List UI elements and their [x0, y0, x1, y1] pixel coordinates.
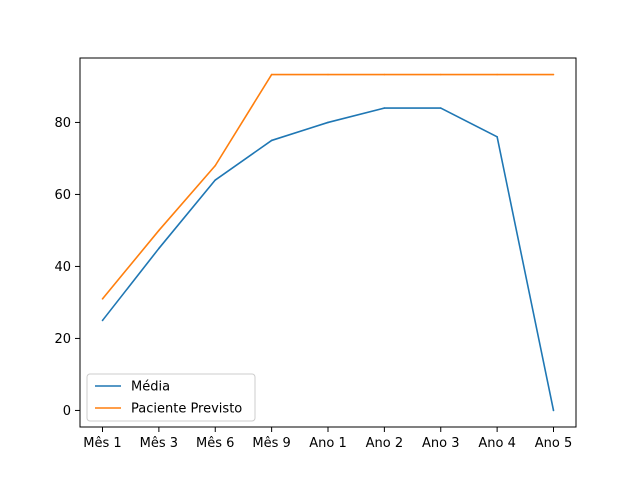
- legend: Média Paciente Previsto: [86, 373, 256, 422]
- data-point: [158, 229, 160, 232]
- data-point: [439, 73, 442, 76]
- data-point: [270, 139, 273, 142]
- data-point: [383, 73, 386, 76]
- y-tick-label: 20: [54, 332, 71, 347]
- legend-label: Média: [131, 380, 170, 395]
- x-tick-label: Mês 9: [252, 436, 290, 451]
- data-point: [496, 73, 498, 76]
- y-tick-label: 0: [63, 404, 71, 419]
- data-point: [101, 298, 104, 300]
- x-tick-label: Ano 1: [309, 436, 347, 451]
- y-axis: 0 20 40 60 80: [54, 116, 80, 419]
- axes-frame: [79, 57, 577, 428]
- x-tick-label: Ano 3: [422, 436, 460, 451]
- series-lines: [101, 73, 555, 412]
- data-point: [158, 247, 160, 250]
- axes-border: [79, 57, 577, 428]
- data-point: [270, 73, 273, 76]
- data-point: [552, 73, 555, 76]
- data-point: [439, 107, 442, 109]
- x-tick-label: Mês 1: [83, 436, 121, 451]
- x-tick-label: Mês 3: [140, 436, 178, 451]
- data-point: [214, 164, 217, 167]
- legend-box: [86, 373, 256, 422]
- x-tick-label: Ano 5: [535, 436, 573, 451]
- y-tick-label: 60: [54, 188, 71, 203]
- data-point: [327, 121, 329, 124]
- data-point: [101, 319, 104, 322]
- legend-label: Paciente Previsto: [131, 402, 242, 417]
- x-tick-label: Ano 4: [478, 436, 516, 451]
- y-tick-label: 40: [54, 260, 71, 275]
- x-tick-label: Ano 2: [366, 436, 404, 451]
- x-tick-label: Mês 6: [196, 436, 234, 451]
- y-tick-label: 80: [54, 116, 71, 131]
- data-point: [383, 107, 386, 109]
- x-axis: Mês 1 Mês 3 Mês 6 Mês 9 Ano 1 Ano 2 Ano 3 Ano 4…: [83, 427, 572, 451]
- data-point: [496, 136, 498, 138]
- data-point: [327, 73, 329, 76]
- data-point: [552, 409, 555, 412]
- data-point: [214, 179, 217, 181]
